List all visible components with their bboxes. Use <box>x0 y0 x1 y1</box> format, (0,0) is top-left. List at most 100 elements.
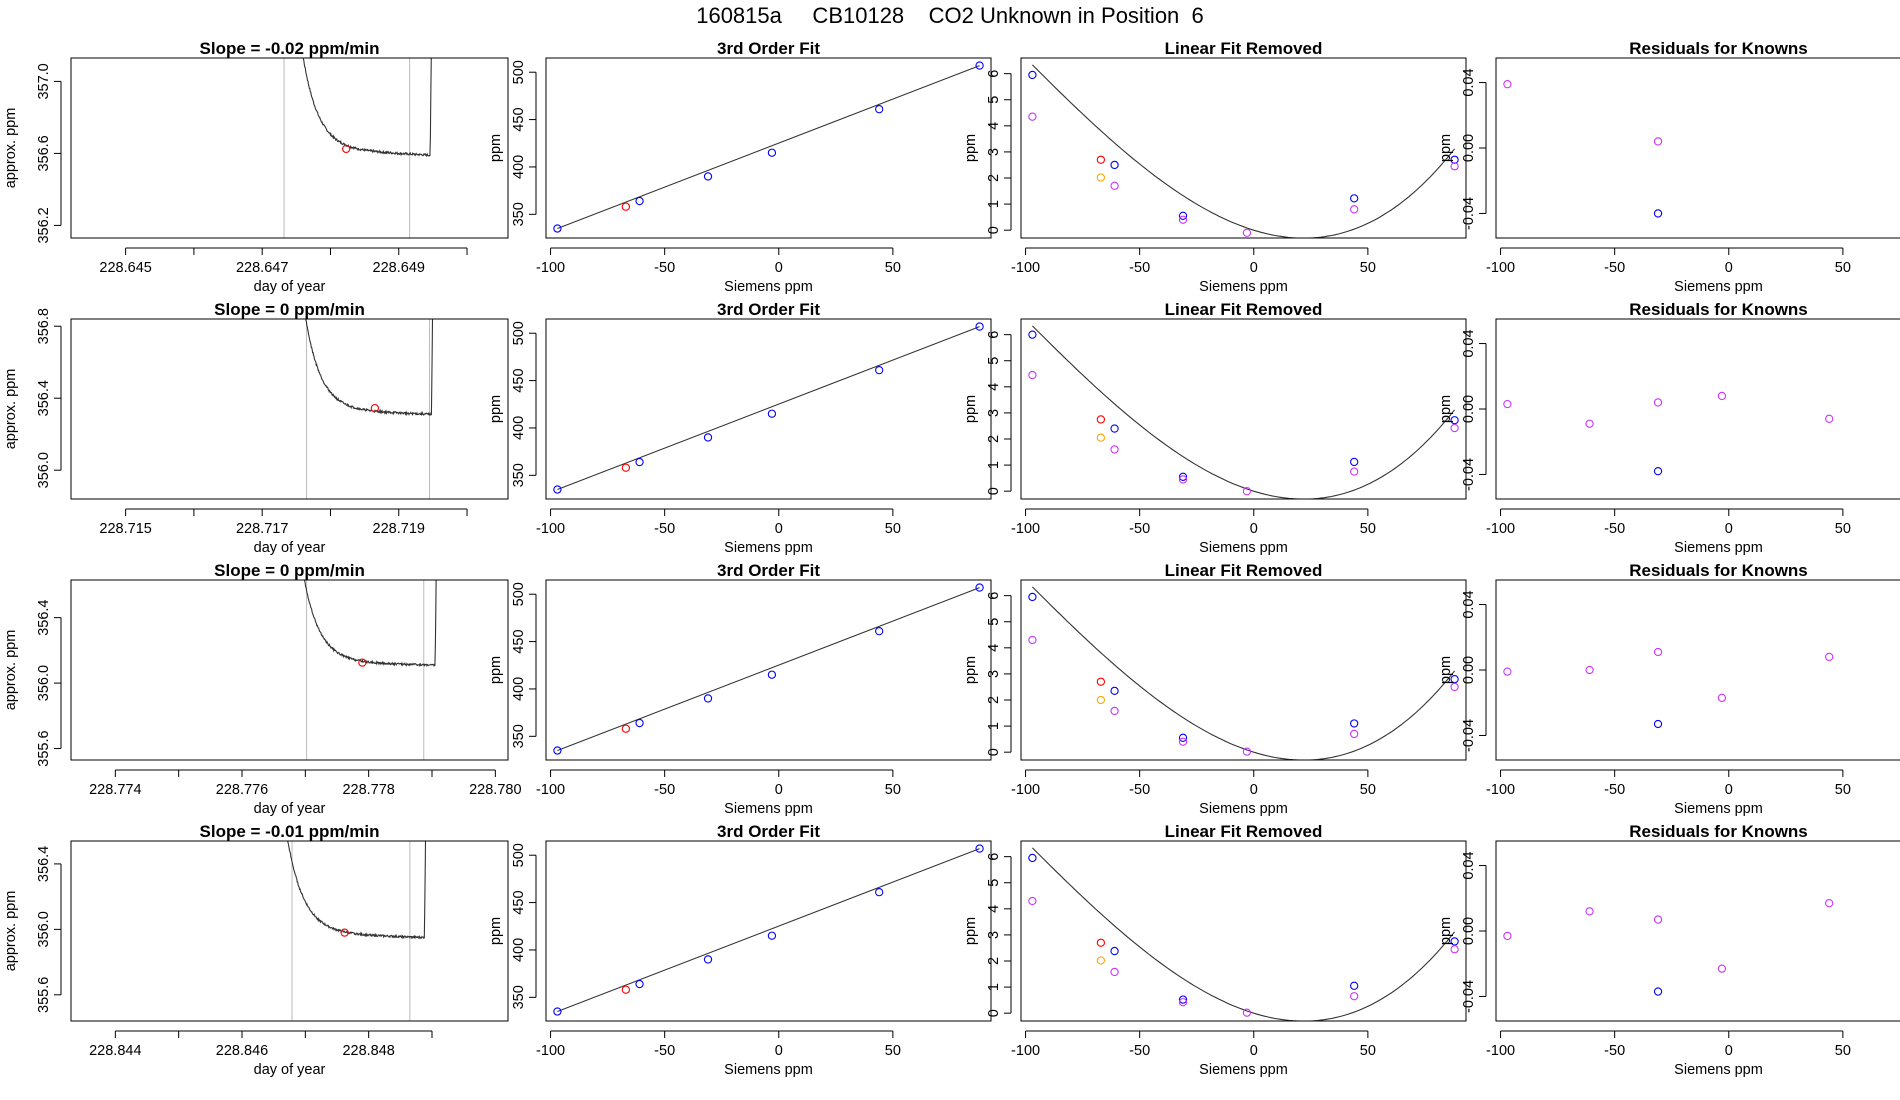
data-point <box>635 457 644 467</box>
data-point <box>1028 853 1037 863</box>
data-point <box>875 627 884 636</box>
fit-line <box>557 587 980 752</box>
y-tick-label: 0.00 <box>1461 917 1477 945</box>
chart-title: Slope = 0 ppm/min <box>214 561 365 580</box>
data-point <box>1350 205 1359 214</box>
data-point <box>1717 693 1727 702</box>
y-tick-label: 357.0 <box>36 63 52 99</box>
y-axis-label: approx. ppm <box>3 630 19 711</box>
y-tick-label: -0.04 <box>1461 458 1477 491</box>
x-tick-label: -50 <box>654 260 675 276</box>
y-axis-label: ppm <box>1438 656 1454 684</box>
data-point <box>1450 682 1459 692</box>
data-point <box>875 105 884 114</box>
data-point <box>1110 424 1119 433</box>
x-tick-label: 228.645 <box>99 260 151 276</box>
x-tick-label: 0 <box>1725 1043 1733 1059</box>
x-tick-label: 50 <box>1360 260 1376 276</box>
plot-frame <box>1495 840 1900 1022</box>
chart-3-1: Slope = 0 ppm/min day of year approx. ppm 2… <box>3 561 522 817</box>
y-tick-label: 4 <box>986 383 1002 391</box>
data-point <box>1178 998 1188 1007</box>
data-point <box>1178 737 1188 746</box>
data-point <box>1825 652 1834 662</box>
data-point <box>1653 719 1663 729</box>
y-tick-label: 350 <box>511 724 527 748</box>
data-point <box>703 955 713 964</box>
x-tick-label: 50 <box>1835 782 1851 798</box>
data-point <box>1242 1008 1252 1017</box>
x-axis-label: Siemens ppm <box>724 540 813 556</box>
data-point <box>1096 677 1106 686</box>
x-tick-label: -50 <box>1604 782 1625 798</box>
x-tick-label: -50 <box>1129 260 1150 276</box>
data-point <box>553 1007 562 1016</box>
y-axis-label: ppm <box>1438 917 1454 945</box>
data-point <box>1178 733 1188 742</box>
y-tick-label: 5 <box>986 879 1002 887</box>
data-point <box>767 931 777 940</box>
x-tick-label: 0 <box>1250 521 1258 537</box>
y-tick-label: 450 <box>511 629 527 653</box>
data-point <box>621 724 631 733</box>
y-tick-label: 500 <box>511 321 527 345</box>
x-tick-label: -100 <box>536 260 565 276</box>
data-point <box>1096 415 1106 424</box>
x-tick-label: 228.846 <box>216 1043 268 1059</box>
data-point <box>1450 945 1459 954</box>
y-tick-label: 0 <box>986 226 1002 234</box>
y-axis-label: approx. ppm <box>3 891 19 972</box>
chart-title: Linear Fit Removed <box>1165 39 1323 58</box>
x-tick-label: -100 <box>536 782 565 798</box>
x-tick-label: 0 <box>1725 260 1733 276</box>
y-tick-label: 4 <box>986 905 1002 913</box>
x-tick-label: -100 <box>1486 260 1515 276</box>
data-point <box>621 202 631 211</box>
x-tick-label: -50 <box>654 521 675 537</box>
data-point <box>1350 457 1359 467</box>
y-tick-label: 500 <box>511 582 527 606</box>
chart-title: 3rd Order Fit <box>717 561 820 580</box>
data-point <box>1096 433 1106 442</box>
fit-curve <box>1032 586 1456 760</box>
data-point <box>1110 967 1119 977</box>
y-axis-label: approx. ppm <box>3 108 19 189</box>
x-tick-label: 50 <box>1835 1043 1851 1059</box>
data-point <box>342 144 351 154</box>
x-axis-label: Siemens ppm <box>1199 1062 1288 1078</box>
data-point <box>370 403 380 413</box>
data-point <box>1350 729 1359 739</box>
y-tick-label: 2 <box>986 957 1002 965</box>
x-tick-label: -100 <box>536 1043 565 1059</box>
chart-1-4: Residuals for Knowns Siemens ppm ppm -100 -5… <box>1438 39 1900 295</box>
data-point <box>635 979 644 989</box>
plot-area <box>1503 899 1834 996</box>
plot-area <box>553 583 984 755</box>
x-axis-label: day of year <box>254 279 326 295</box>
x-axis-label: Siemens ppm <box>1674 540 1763 556</box>
x-tick-label: 0 <box>1250 1043 1258 1059</box>
data-point <box>1503 399 1512 409</box>
x-tick-label: -100 <box>1486 521 1515 537</box>
data-point <box>1450 416 1459 425</box>
fit-curve <box>1032 325 1456 499</box>
figure-title: 160815a CB10128 CO2 Unknown in Position … <box>696 3 1204 28</box>
chart-1-2: 3rd Order Fit Siemens ppm ppm -100 -50 0 50 350… <box>488 39 992 295</box>
x-tick-label: 0 <box>775 260 783 276</box>
data-point <box>1585 665 1594 675</box>
x-tick-label: 50 <box>885 521 901 537</box>
y-tick-label: 0.04 <box>1461 590 1477 618</box>
plot-frame <box>1495 57 1900 239</box>
y-tick-label: 0.00 <box>1461 395 1477 423</box>
y-tick-label: -0.04 <box>1461 980 1477 1013</box>
data-point <box>1585 907 1594 916</box>
data-point <box>1350 194 1359 203</box>
plot-area <box>1028 64 1459 238</box>
y-tick-label: 0.00 <box>1461 134 1477 162</box>
data-trace <box>303 580 437 668</box>
data-point <box>1585 419 1594 428</box>
plot-frame <box>1495 579 1900 761</box>
chart-title: Residuals for Knowns <box>1629 300 1808 319</box>
data-point <box>1653 647 1663 657</box>
y-axis-label: ppm <box>488 656 504 684</box>
